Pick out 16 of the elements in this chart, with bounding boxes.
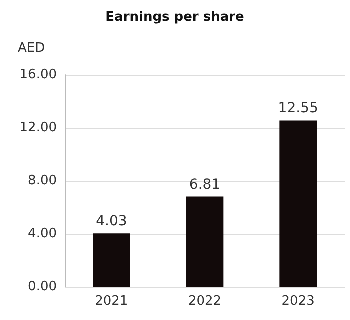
bar	[280, 120, 317, 287]
y-axis-title: AED	[18, 41, 46, 56]
x-tick-label: 2022	[188, 294, 222, 309]
y-tick-label: 12.00	[20, 120, 57, 136]
data-label: 4.03	[96, 214, 128, 230]
y-tick-label: 8.00	[28, 174, 57, 188]
x-tick-label: 2023	[282, 294, 315, 309]
x-tick-label: 2021	[95, 294, 128, 309]
y-tick-label: 0.00	[28, 280, 57, 294]
chart-title: Earnings per share	[106, 10, 245, 25]
bar	[93, 234, 130, 287]
data-label: 6.81	[189, 176, 221, 193]
data-label: 12.55	[278, 100, 318, 117]
y-tick-label: 4.00	[28, 226, 57, 242]
y-tick-label: 16.00	[20, 68, 57, 82]
bar	[186, 196, 224, 287]
